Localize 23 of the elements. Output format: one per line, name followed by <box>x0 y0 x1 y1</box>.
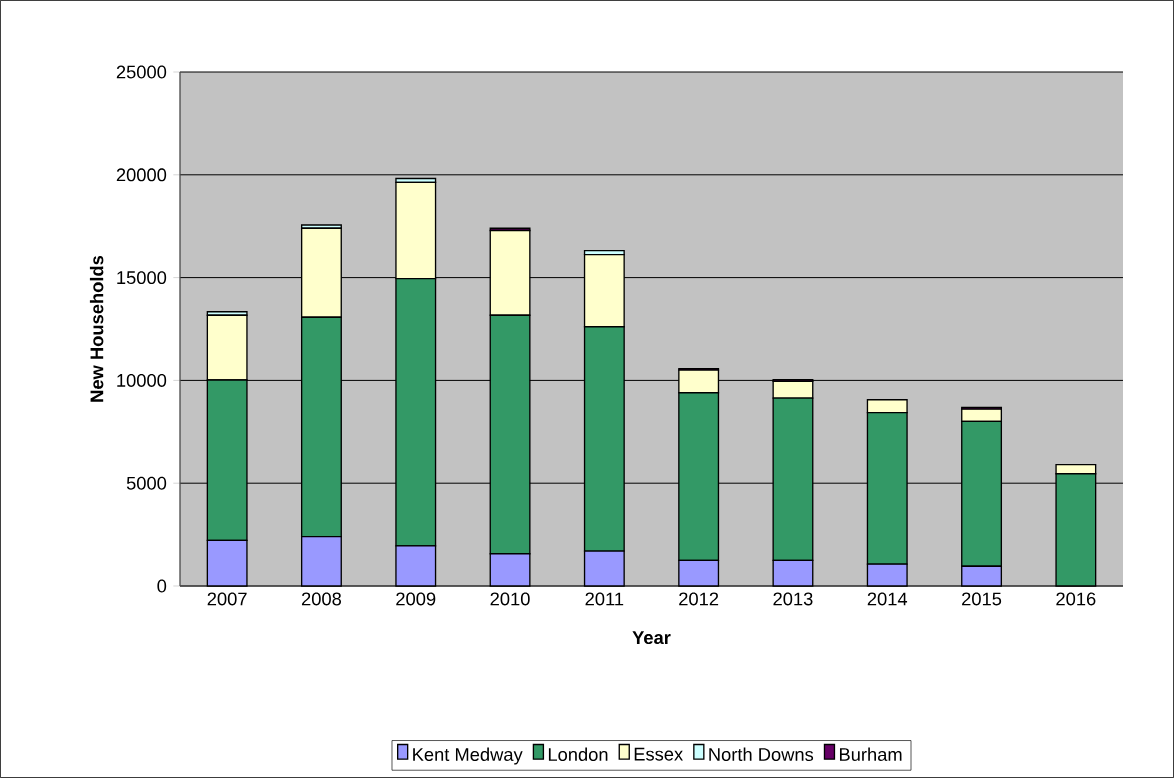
legend-label: Burham <box>839 747 902 761</box>
x-tick-label: 2014 <box>867 592 908 606</box>
y-tick-label: 10000 <box>117 373 167 387</box>
x-tick-label: 2015 <box>962 592 1002 606</box>
legend-label: North Downs <box>709 747 814 761</box>
x-tick-label: 2013 <box>773 592 813 606</box>
x-tick-label: 2007 <box>207 592 247 606</box>
x-tick-label: 2008 <box>301 592 342 606</box>
y-axis-title: New Households <box>89 255 104 402</box>
y-tick-label: 5000 <box>126 476 167 490</box>
x-tick-label: 2011 <box>585 592 624 606</box>
y-tick-label: 0 <box>157 579 167 593</box>
y-tick-label: 15000 <box>117 271 167 285</box>
y-tick-label: 20000 <box>116 168 167 182</box>
legend-label: Essex <box>634 747 683 761</box>
x-axis-title: Year <box>632 631 671 645</box>
legend-label: London <box>548 747 608 761</box>
x-tick-label: 2009 <box>396 592 436 606</box>
x-tick-label: 2016 <box>1056 592 1096 606</box>
x-tick-label: 2010 <box>490 592 530 606</box>
x-tick-label: 2012 <box>679 592 719 606</box>
y-tick-label: 25000 <box>116 65 167 79</box>
legend-label: Kent Medway <box>413 747 523 765</box>
